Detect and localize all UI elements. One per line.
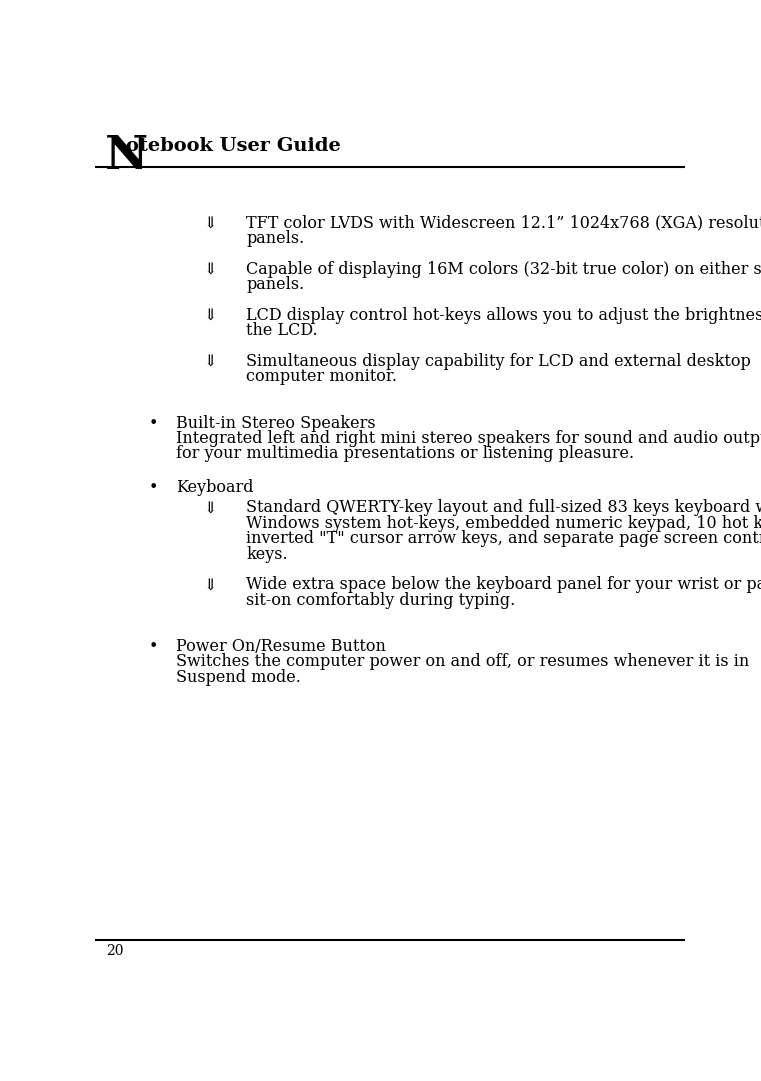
Text: •: • xyxy=(148,638,158,655)
Text: N: N xyxy=(104,133,148,178)
Text: Suspend mode.: Suspend mode. xyxy=(177,669,301,685)
Text: TFT color LVDS with Widescreen 12.1” 1024x768 (XGA) resolution: TFT color LVDS with Widescreen 12.1” 102… xyxy=(247,214,761,231)
Text: ⇓: ⇓ xyxy=(203,499,217,517)
Text: computer monitor.: computer monitor. xyxy=(247,369,397,386)
Text: Switches the computer power on and off, or resumes whenever it is in: Switches the computer power on and off, … xyxy=(177,653,750,670)
Text: ⇓: ⇓ xyxy=(203,576,217,593)
Text: •: • xyxy=(148,415,158,431)
Text: Built-in Stereo Speakers: Built-in Stereo Speakers xyxy=(177,415,376,431)
Text: 20: 20 xyxy=(106,945,123,959)
Text: panels.: panels. xyxy=(247,230,304,246)
Text: Simultaneous display capability for LCD and external desktop: Simultaneous display capability for LCD … xyxy=(247,353,751,370)
Text: ⇓: ⇓ xyxy=(203,353,217,370)
Text: Power On/Resume Button: Power On/Resume Button xyxy=(177,638,387,655)
Text: Windows system hot-keys, embedded numeric keypad, 10 hot keys,: Windows system hot-keys, embedded numeri… xyxy=(247,515,761,532)
Text: inverted "T" cursor arrow keys, and separate page screen control: inverted "T" cursor arrow keys, and sepa… xyxy=(247,530,761,547)
Text: Standard QWERTY-key layout and full-sized 83 keys keyboard with: Standard QWERTY-key layout and full-size… xyxy=(247,499,761,517)
Text: Wide extra space below the keyboard panel for your wrist or palm to: Wide extra space below the keyboard pane… xyxy=(247,576,761,593)
Text: ⇓: ⇓ xyxy=(203,214,217,231)
Text: ⇓: ⇓ xyxy=(203,307,217,324)
Text: Capable of displaying 16M colors (32-bit true color) on either size: Capable of displaying 16M colors (32-bit… xyxy=(247,261,761,278)
Text: panels.: panels. xyxy=(247,276,304,293)
Text: Integrated left and right mini stereo speakers for sound and audio output: Integrated left and right mini stereo sp… xyxy=(177,430,761,448)
Text: the LCD.: the LCD. xyxy=(247,322,318,339)
Text: otebook User Guide: otebook User Guide xyxy=(126,137,341,156)
Text: keys.: keys. xyxy=(247,546,288,562)
Text: sit-on comfortably during typing.: sit-on comfortably during typing. xyxy=(247,591,515,609)
Text: ⇓: ⇓ xyxy=(203,261,217,278)
Text: •: • xyxy=(148,479,158,496)
Text: Keyboard: Keyboard xyxy=(177,479,254,496)
Text: for your multimedia presentations or listening pleasure.: for your multimedia presentations or lis… xyxy=(177,445,635,463)
Text: LCD display control hot-keys allows you to adjust the brightness of: LCD display control hot-keys allows you … xyxy=(247,307,761,324)
